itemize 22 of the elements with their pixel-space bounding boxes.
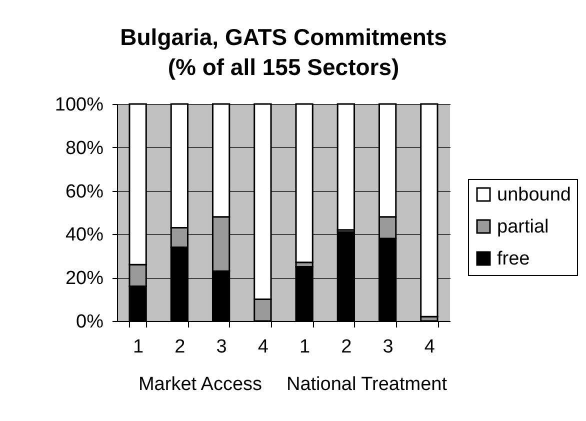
y-tick-label: 80% [65, 138, 104, 159]
legend-label: unbound [497, 184, 571, 206]
bar [295, 103, 314, 264]
text: National Treatment [286, 374, 448, 395]
x-tick-label: 4 [424, 336, 436, 358]
y-tick-label: 20% [65, 268, 104, 290]
y-tick-label: 40% [65, 224, 104, 246]
legend-label: partial [497, 216, 549, 238]
y-tick-label: 100% [54, 94, 104, 116]
chart-title: Bulgaria, GATS Commitments (% of all 155 Sectors) [120, 24, 447, 80]
x-tick-label: 2 [174, 336, 186, 358]
x-tick-label: 4 [258, 336, 269, 358]
x-tick-label: 2 [341, 336, 352, 358]
bar [336, 103, 356, 231]
x-tick-label: 3 [216, 336, 227, 358]
text: Market Access [138, 374, 262, 395]
legend-label: free [497, 248, 530, 270]
y-tick-label: 60% [65, 181, 104, 202]
y-tick-label: 0% [76, 312, 104, 332]
x-tick-label: 3 [382, 336, 394, 358]
x-tick-label: 1 [300, 336, 310, 358]
x-tick-label: 1 [133, 336, 144, 358]
